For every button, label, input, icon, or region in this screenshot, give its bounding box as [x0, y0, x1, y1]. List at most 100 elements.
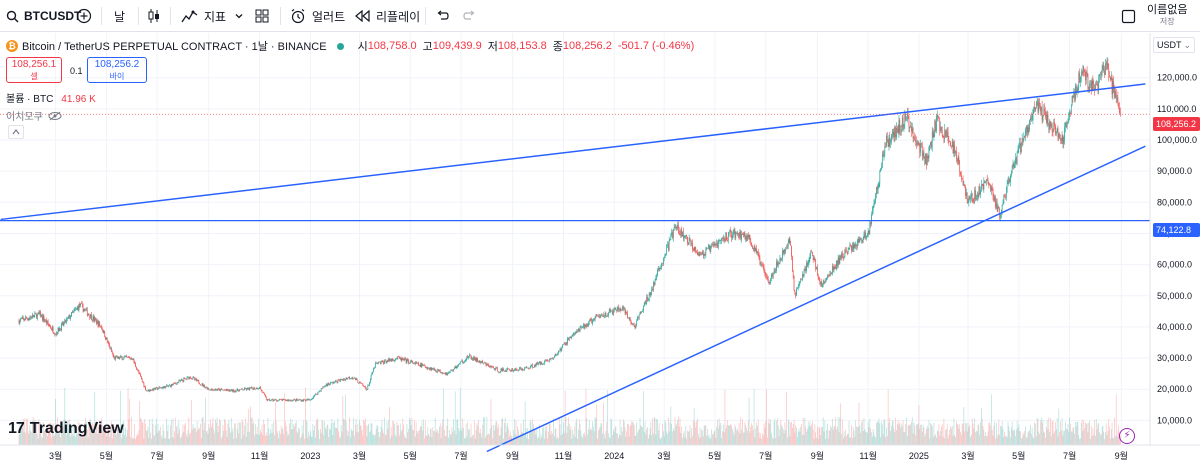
candle-body	[357, 380, 359, 383]
volume-bar	[974, 417, 976, 445]
replay-button[interactable]: 리플레이	[355, 0, 420, 32]
volume-bar	[483, 417, 484, 445]
candle-body	[779, 258, 781, 264]
volume-bar	[88, 424, 90, 445]
volume-bar	[115, 432, 116, 445]
layout-toggle[interactable]	[1121, 0, 1136, 32]
sell-button[interactable]: 108,256.1 셀	[6, 57, 62, 83]
interval-button[interactable]: 날	[114, 0, 125, 32]
candle-body	[683, 236, 685, 239]
volume-bar	[349, 417, 350, 445]
volume-bar	[1108, 418, 1110, 445]
volume-bar	[298, 427, 300, 445]
volume-legend[interactable]: 볼륨 · BTC 41.96 K	[6, 90, 96, 105]
volume-bar	[821, 427, 822, 445]
candle-body	[561, 346, 563, 351]
volume-bar	[190, 399, 192, 445]
volume-bar	[1034, 422, 1035, 445]
candle-body	[1115, 91, 1117, 99]
volume-bar	[872, 429, 874, 445]
candle-body	[885, 146, 886, 147]
volume-bar	[180, 438, 181, 445]
candle-body	[250, 387, 252, 389]
candle-body	[751, 242, 752, 247]
candle-body	[369, 382, 370, 386]
volume-bar	[624, 427, 626, 445]
volume-bar	[580, 430, 582, 445]
volume-bar	[1086, 423, 1088, 445]
buy-button[interactable]: 108,256.2 바이	[87, 57, 147, 83]
volume-bar	[561, 417, 563, 445]
candle-body	[477, 358, 479, 362]
volume-bar	[50, 423, 51, 445]
alert-button[interactable]: 얼러트	[290, 0, 345, 32]
volume-bar	[309, 435, 310, 445]
volume-bar	[38, 419, 40, 445]
volume-bar	[643, 431, 645, 445]
candle-body	[798, 283, 800, 287]
currency-selector[interactable]: USDT ⌄	[1153, 37, 1195, 53]
volume-bar	[836, 426, 838, 445]
volume-bar	[448, 437, 449, 445]
layout-name-button[interactable]: 이름없음 저장	[1147, 0, 1187, 32]
candle-body	[573, 333, 575, 335]
collapse-legend-button[interactable]	[8, 125, 24, 139]
tradingview-logo[interactable]: 17 TradingView	[8, 420, 124, 438]
volume-bar	[978, 424, 980, 445]
horizontal-level-label[interactable]: 74,122.8	[1153, 223, 1200, 237]
candle-body	[962, 178, 964, 185]
candle-body	[440, 372, 442, 374]
indicator-legend[interactable]: 이치모쿠	[6, 108, 62, 123]
volume-bar	[774, 418, 776, 445]
compare-button[interactable]	[76, 0, 92, 32]
volume-bar	[861, 422, 862, 445]
candle-body	[1007, 181, 1009, 184]
candle-body	[223, 389, 225, 391]
lightning-icon[interactable]: ⚡	[1119, 428, 1135, 444]
indicators-button[interactable]: 지표	[181, 0, 226, 32]
volume-bar	[588, 429, 589, 445]
candle-body	[682, 231, 683, 237]
candle-body	[18, 320, 20, 324]
volume-bar	[1007, 421, 1009, 445]
high-label: 고	[422, 41, 433, 53]
volume-bar	[1012, 430, 1014, 445]
volume-bar	[449, 429, 450, 445]
volume-bar	[669, 422, 671, 445]
templates-button[interactable]	[255, 0, 269, 32]
candle-body	[409, 361, 411, 364]
candle-body	[1026, 126, 1028, 133]
candle-body	[498, 371, 499, 373]
volume-bar	[990, 425, 991, 445]
volume-bar	[991, 429, 993, 445]
price-chart[interactable]: 120,000.0110,000.0100,000.090,000.080,00…	[0, 33, 1200, 467]
volume-bar	[49, 422, 51, 445]
candle-body	[628, 317, 630, 319]
candle-body	[748, 234, 750, 238]
indicators-dropdown[interactable]	[234, 0, 244, 32]
candle-body	[703, 254, 705, 256]
volume-bar	[69, 419, 71, 445]
volume-bar	[381, 420, 383, 445]
candle-body	[972, 199, 974, 201]
symbol-description[interactable]: Bitcoin / TetherUS PERPETUAL CONTRACT · …	[22, 41, 327, 53]
candle-body	[890, 141, 891, 143]
candle-body	[1017, 149, 1019, 153]
volume-bar	[294, 426, 295, 445]
symbol-search[interactable]: BTCUSDT	[6, 0, 81, 32]
volume-bar	[597, 438, 598, 445]
volume-bar	[744, 422, 746, 445]
candle-body	[641, 311, 643, 313]
redo-button[interactable]	[463, 0, 477, 32]
candle-body	[861, 239, 862, 241]
undo-button[interactable]	[435, 0, 449, 32]
eye-off-icon[interactable]	[48, 111, 62, 121]
candle-body	[973, 200, 975, 202]
volume-bar	[652, 418, 653, 445]
candle-body	[1086, 72, 1088, 75]
candle-body	[935, 121, 936, 132]
candle-body	[1117, 97, 1119, 104]
candle-body	[1038, 102, 1040, 112]
chart-type-button[interactable]	[146, 0, 162, 32]
candle-body	[1035, 103, 1037, 108]
